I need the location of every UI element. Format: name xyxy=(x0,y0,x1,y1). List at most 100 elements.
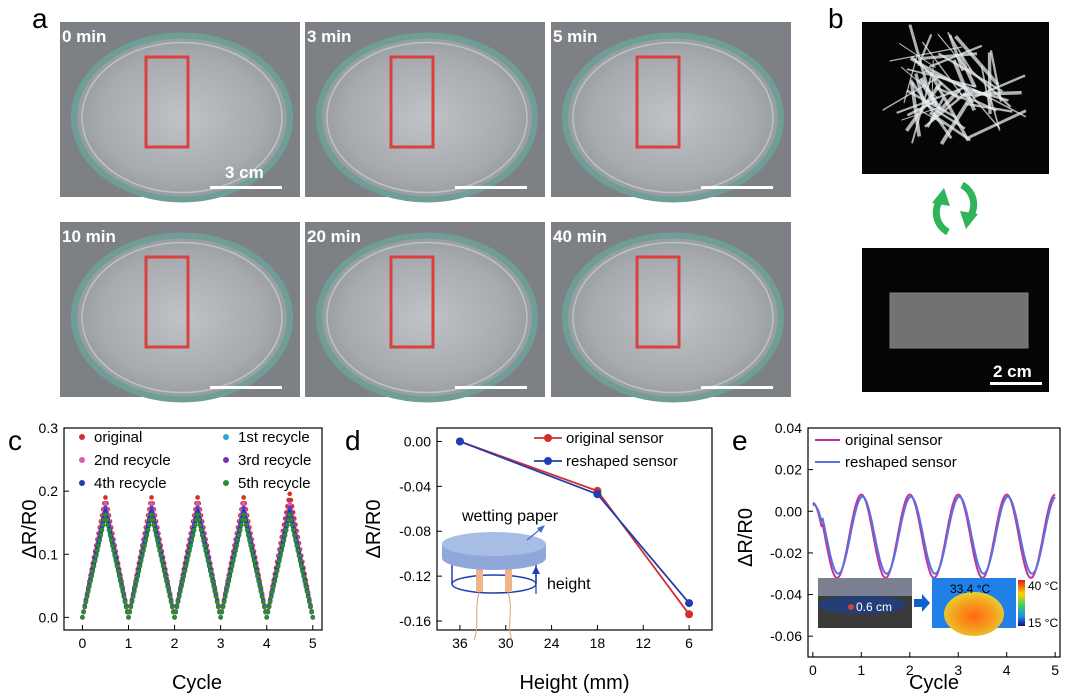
data-point xyxy=(455,437,464,446)
panel-a-photo-grid: 0 min 3 cm 3 min 5 min 10 min 20 min 40 min xyxy=(60,22,791,403)
data-point xyxy=(277,558,282,564)
data-point xyxy=(189,538,195,543)
data-point xyxy=(280,543,286,548)
data-point xyxy=(140,553,145,559)
fiber xyxy=(908,24,928,84)
data-point xyxy=(241,512,246,518)
data-point xyxy=(95,548,100,553)
x-tick-label: 12 xyxy=(635,635,651,651)
data-point xyxy=(309,609,314,615)
data-point xyxy=(153,533,159,538)
data-point xyxy=(134,579,139,584)
data-point xyxy=(305,594,311,600)
data-point xyxy=(146,522,152,528)
data-point xyxy=(260,599,266,605)
data-point xyxy=(265,609,271,615)
data-point xyxy=(256,579,261,584)
scale-bar xyxy=(701,186,773,189)
temp-label: 33.4 °C xyxy=(950,582,990,596)
legend-label: 2nd recycle xyxy=(94,452,171,469)
data-point xyxy=(308,604,313,610)
data-point xyxy=(273,574,279,579)
data-point xyxy=(301,574,306,579)
data-point xyxy=(105,522,111,528)
data-point xyxy=(122,599,128,605)
arrow-right-icon xyxy=(914,594,930,612)
time-label: 10 min xyxy=(62,227,116,246)
data-point xyxy=(235,538,241,543)
data-point xyxy=(297,558,303,564)
data-point xyxy=(287,505,293,511)
dish-rim xyxy=(326,41,528,194)
fiber xyxy=(911,72,933,144)
scale-bar xyxy=(455,186,527,189)
pointer-arrowhead xyxy=(537,525,545,533)
data-point xyxy=(88,579,93,584)
legend-marker xyxy=(544,434,552,442)
x-tick-label: 3 xyxy=(217,635,225,651)
data-point xyxy=(269,594,274,600)
data-point xyxy=(254,568,259,574)
data-point xyxy=(296,553,302,559)
data-point xyxy=(150,517,155,523)
data-point xyxy=(154,538,160,543)
data-point xyxy=(226,579,232,584)
petri-photo: 0 min 3 cm xyxy=(60,22,300,203)
data-point xyxy=(266,604,272,610)
data-point xyxy=(114,563,120,569)
fiber xyxy=(900,66,938,99)
legend-label: original xyxy=(94,429,142,446)
data-point xyxy=(176,594,182,600)
y-tick-label: 0.00 xyxy=(775,503,802,519)
y-tick-label: -0.04 xyxy=(399,478,431,494)
fiber xyxy=(917,33,933,67)
petri-photo: 5 min xyxy=(551,22,791,203)
plot-frame xyxy=(807,427,1061,658)
fiber xyxy=(896,86,966,114)
recycle-arrows-icon xyxy=(932,181,978,236)
data-point xyxy=(241,505,246,511)
data-point xyxy=(281,538,287,543)
color-scale xyxy=(1018,580,1025,626)
data-point xyxy=(209,574,214,579)
fiber xyxy=(931,76,970,142)
data-point xyxy=(167,594,173,600)
data-point xyxy=(241,509,246,514)
data-point xyxy=(229,563,235,569)
data-point xyxy=(304,589,310,595)
panel-letter-d: d xyxy=(345,425,361,456)
data-point xyxy=(258,589,264,595)
electrode xyxy=(505,568,512,592)
legend-label: reshaped sensor xyxy=(566,453,678,470)
legend-marker xyxy=(223,434,229,440)
data-point xyxy=(221,599,227,605)
data-point xyxy=(112,553,117,559)
chart-d: 36 30 24 18 12 6 0.00 -0.04 -0.08 -0.12 -0.16 Heigh… xyxy=(363,427,713,694)
y-tick-label: 0.2 xyxy=(39,483,59,499)
data-point xyxy=(302,579,308,584)
data-point xyxy=(300,568,305,574)
petri-dish xyxy=(71,32,293,203)
x-tick-label: 30 xyxy=(498,635,514,651)
data-point xyxy=(156,543,161,548)
x-tick-label: 18 xyxy=(590,635,606,651)
x-tick-label: 1 xyxy=(857,662,865,678)
data-point xyxy=(213,594,219,600)
data-point xyxy=(85,589,91,595)
x-tick-label: 4 xyxy=(263,635,271,651)
y-axis-title: ΔR/R0 xyxy=(19,500,41,559)
data-point xyxy=(159,558,165,564)
fiber xyxy=(958,55,977,88)
data-point xyxy=(288,517,294,523)
legend-marker xyxy=(79,434,85,440)
legend-label: original sensor xyxy=(566,430,664,447)
legend-label: 5th recycle xyxy=(238,475,311,492)
data-point xyxy=(135,574,141,579)
data-point xyxy=(163,574,168,579)
data-point xyxy=(181,574,187,579)
series-line xyxy=(812,493,1056,579)
data-point xyxy=(87,584,92,589)
petri-photo: 40 min xyxy=(551,222,791,403)
series-4th-recycle xyxy=(80,509,316,620)
series-line xyxy=(812,495,1056,575)
